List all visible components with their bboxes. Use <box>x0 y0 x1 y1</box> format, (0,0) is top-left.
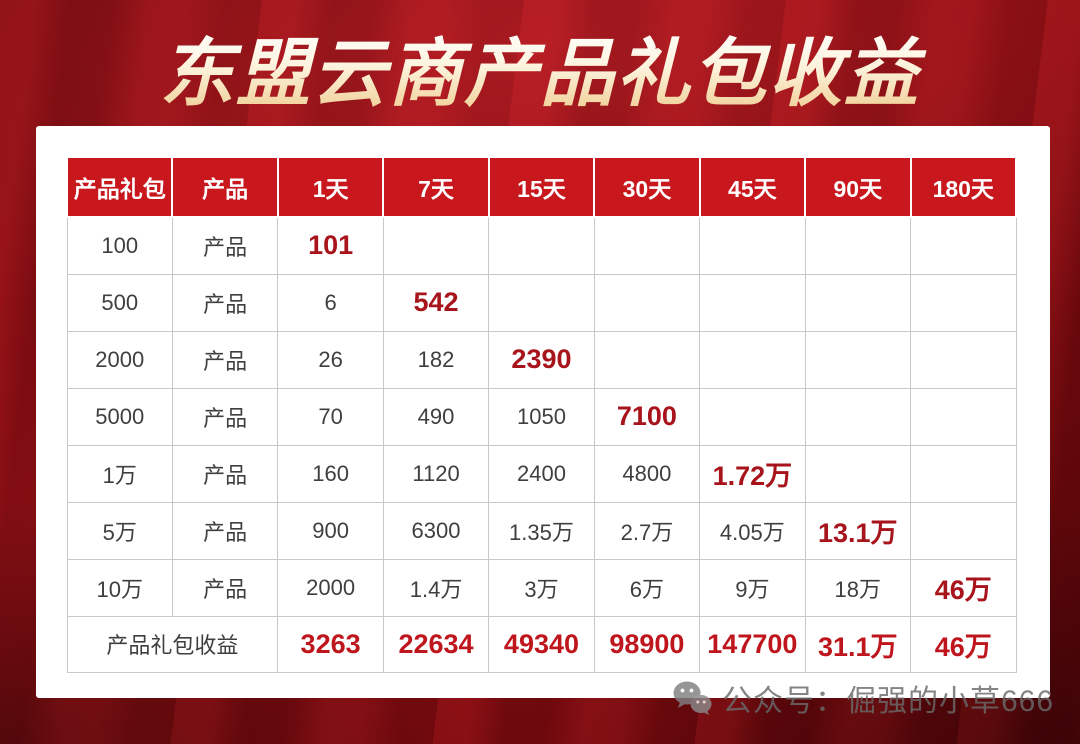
value-cell <box>910 216 1017 275</box>
table-row: 5000 产品 70 490 1050 7100 <box>66 387 1017 446</box>
value-cell: 70 <box>277 387 384 446</box>
value-cell <box>910 387 1017 446</box>
highlight-value-cell: 542 <box>382 273 490 332</box>
table-row: 5万 产品 900 6300 1.35万 2.7万 4.05万 13.1万 <box>66 501 1017 560</box>
footer-value-cell: 31.1万 <box>804 615 912 673</box>
highlight-value-cell: 13.1万 <box>804 501 912 560</box>
column-header-package: 产品礼包 <box>65 156 174 218</box>
product-cell: 产品 <box>171 387 279 446</box>
header-row: 产品礼包 产品 1天 7天 15天 30天 45天 90天 180天 <box>65 156 1017 218</box>
value-cell: 2000 <box>277 558 384 617</box>
value-cell <box>699 387 806 446</box>
value-cell: 490 <box>382 387 490 446</box>
value-cell: 4.05万 <box>699 501 806 560</box>
package-cell: 100 <box>66 216 173 275</box>
value-cell: 18万 <box>804 558 912 617</box>
value-cell: 1.4万 <box>382 558 490 617</box>
value-cell <box>910 273 1017 332</box>
table-row: 1万 产品 160 1120 2400 4800 1.72万 <box>66 444 1017 503</box>
value-cell: 6万 <box>593 558 701 617</box>
footer-value-cell: 98900 <box>593 615 701 673</box>
column-header-15d: 15天 <box>487 156 596 218</box>
value-cell <box>804 387 912 446</box>
package-cell: 500 <box>66 273 173 332</box>
package-cell: 5万 <box>66 501 173 560</box>
value-cell: 9万 <box>699 558 806 617</box>
value-cell: 900 <box>277 501 384 560</box>
value-cell <box>804 273 912 332</box>
value-cell <box>804 330 912 389</box>
watermark: 公众号：倔强的小草666 <box>672 676 1054 720</box>
highlight-value-cell: 101 <box>277 216 384 275</box>
footer-value-cell: 22634 <box>382 615 490 673</box>
highlight-value-cell: 7100 <box>593 387 701 446</box>
value-cell: 1120 <box>382 444 490 503</box>
value-cell <box>699 273 806 332</box>
table-row: 100 产品 101 <box>66 216 1017 275</box>
value-cell <box>593 330 701 389</box>
value-cell <box>699 330 806 389</box>
highlight-value-cell: 46万 <box>910 558 1017 617</box>
product-cell: 产品 <box>171 216 279 275</box>
value-cell: 1050 <box>488 387 595 446</box>
highlight-value-cell: 2390 <box>488 330 595 389</box>
value-cell <box>382 216 490 275</box>
value-cell: 6300 <box>382 501 490 560</box>
value-cell <box>593 273 701 332</box>
package-cell: 1万 <box>66 444 173 503</box>
footer-value-cell: 49340 <box>488 615 595 673</box>
wechat-icon <box>672 679 712 717</box>
watermark-text: 公众号：倔强的小草666 <box>722 685 1055 718</box>
value-cell: 1.35万 <box>488 501 595 560</box>
value-cell: 160 <box>277 444 384 503</box>
column-header-7d: 7天 <box>382 156 490 218</box>
value-cell <box>699 216 806 275</box>
value-cell <box>804 444 912 503</box>
column-header-45d: 45天 <box>698 156 807 218</box>
value-cell <box>910 444 1017 503</box>
column-header-180d: 180天 <box>909 156 1017 218</box>
footer-row: 产品礼包收益 3263 22634 49340 98900 147700 31.… <box>66 615 1017 673</box>
page-title: 东盟云商产品礼包收益 <box>0 14 1080 121</box>
value-cell: 182 <box>382 330 490 389</box>
value-cell: 26 <box>277 330 384 389</box>
value-cell: 6 <box>277 273 384 332</box>
footer-value-cell: 46万 <box>910 615 1017 673</box>
table-row: 500 产品 6 542 <box>66 273 1017 332</box>
gift-package-revenue-table: 产品礼包 产品 1天 7天 15天 30天 45天 90天 180天 100 产… <box>65 156 1017 673</box>
package-cell: 5000 <box>66 387 173 446</box>
footer-value-cell: 147700 <box>699 615 806 673</box>
value-cell: 2.7万 <box>593 501 701 560</box>
column-header-1d: 1天 <box>276 156 385 218</box>
value-cell <box>593 216 701 275</box>
value-cell: 4800 <box>593 444 701 503</box>
value-cell <box>910 330 1017 389</box>
column-header-product: 产品 <box>171 156 279 218</box>
value-cell: 2400 <box>488 444 595 503</box>
table-row: 2000 产品 26 182 2390 <box>66 330 1017 389</box>
column-header-30d: 30天 <box>593 156 701 218</box>
package-cell: 2000 <box>66 330 173 389</box>
table-row: 10万 产品 2000 1.4万 3万 6万 9万 18万 46万 <box>66 558 1017 617</box>
value-cell <box>488 273 595 332</box>
highlight-value-cell: 1.72万 <box>699 444 806 503</box>
value-cell <box>804 216 912 275</box>
column-header-90d: 90天 <box>804 156 912 218</box>
package-cell: 10万 <box>66 558 173 617</box>
table-card: 产品礼包 产品 1天 7天 15天 30天 45天 90天 180天 100 产… <box>36 126 1050 698</box>
product-cell: 产品 <box>171 501 279 560</box>
footer-value-cell: 3263 <box>277 615 384 673</box>
product-cell: 产品 <box>171 273 279 332</box>
product-cell: 产品 <box>171 330 279 389</box>
product-cell: 产品 <box>171 558 279 617</box>
product-cell: 产品 <box>171 444 279 503</box>
footer-label-cell: 产品礼包收益 <box>66 615 279 673</box>
value-cell <box>910 501 1017 560</box>
value-cell <box>488 216 595 275</box>
value-cell: 3万 <box>488 558 595 617</box>
